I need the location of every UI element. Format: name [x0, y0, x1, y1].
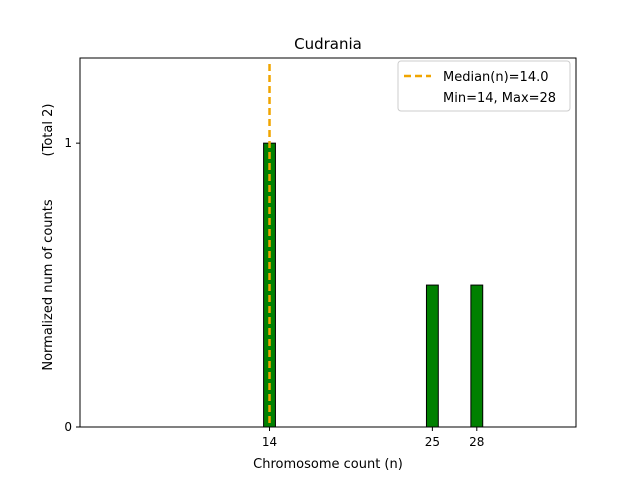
- x-tick-label-25: 25: [425, 435, 440, 449]
- legend: Median(n)=14.0 Min=14, Max=28: [397, 60, 571, 112]
- plot-area: 14 25 28 0 1: [64, 57, 577, 449]
- bar-28: [470, 284, 484, 428]
- x-axis-label: Chromosome count (n): [253, 457, 403, 472]
- y-tick-label-1: 1: [64, 136, 72, 150]
- bar-25: [425, 284, 439, 428]
- x-tick-label-14: 14: [262, 435, 277, 449]
- chart-title: Cudrania: [294, 35, 362, 53]
- y-axis-label: Normalized num of counts: [41, 199, 56, 370]
- plot-frame: [79, 57, 577, 428]
- y-axis-total-label: (Total 2): [41, 104, 56, 157]
- legend-entry-median: Median(n)=14.0: [443, 70, 549, 85]
- x-tick-label-28: 28: [469, 435, 484, 449]
- legend-entry-min-max: Min=14, Max=28: [443, 91, 556, 106]
- y-tick-label-0: 0: [64, 420, 72, 434]
- legend-box: [397, 60, 571, 112]
